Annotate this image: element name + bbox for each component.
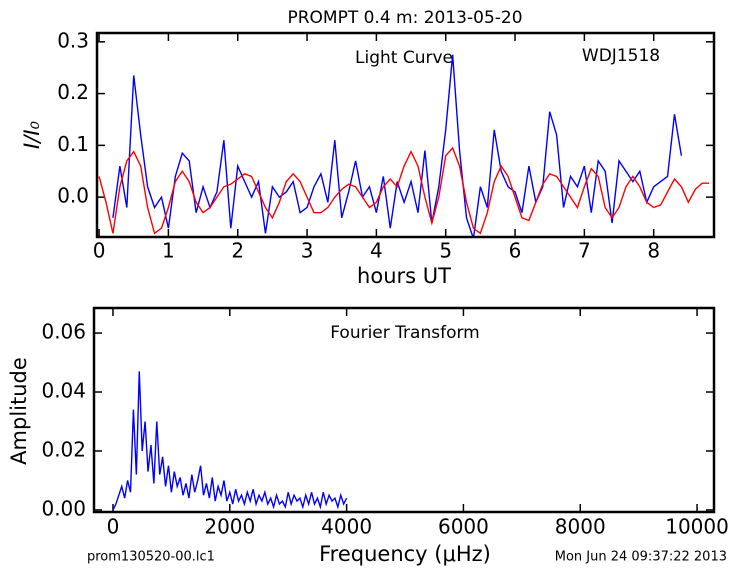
y-tick-label: 0.06 [41,320,86,344]
y-tick-label: 0.00 [41,496,86,520]
line-series [112,371,348,511]
x-tick-label: 1 [162,239,175,263]
y-tick-label: 0.1 [57,132,89,156]
annotation: Fourier Transform [330,323,479,343]
y-tick-label: 0.0 [57,184,89,208]
footer-date: Mon Jun 24 09:37:22 2013 [555,550,727,565]
axes-frame [95,31,716,239]
annotation: Light Curve [355,48,453,68]
x-tick-label: 0 [93,239,106,263]
line-series [98,146,710,235]
x-tick-label: 6000 [438,515,489,539]
x-axis-label: hours UT [357,264,451,288]
footer-file: prom130520-00.lc1 [87,550,215,565]
x-tick-label: 10000 [665,515,729,539]
x-tick-label: 4 [370,239,383,263]
x-tick-label: 2 [231,239,244,263]
x-tick-label: 0 [107,515,120,539]
x-tick-label: 6 [509,239,522,263]
x-tick-label: 4000 [321,515,372,539]
line-series [112,54,683,237]
plot-area [98,54,710,237]
y-axis-label: Amplitude [7,357,31,465]
annotation: WDJ1518 [582,46,660,66]
x-tick-label: 3 [301,239,314,263]
x-tick-label: 5 [439,239,452,263]
y-axis-label: I/I₀ [20,120,44,148]
y-tick-label: 0.3 [57,28,89,52]
y-tick-label: 0.02 [41,437,86,461]
x-tick-label: 2000 [204,515,255,539]
y-tick-label: 0.2 [57,80,89,104]
x-tick-label: 8 [647,239,660,263]
x-tick-label: 7 [578,239,591,263]
y-tick-label: 0.04 [41,379,86,403]
axes-frame [92,306,716,514]
plot-area [112,371,348,511]
x-tick-label: 8000 [555,515,606,539]
x-axis-label: Frequency (μHz) [319,542,491,566]
chart-title: PROMPT 0.4 m: 2013-05-20 [287,8,522,28]
